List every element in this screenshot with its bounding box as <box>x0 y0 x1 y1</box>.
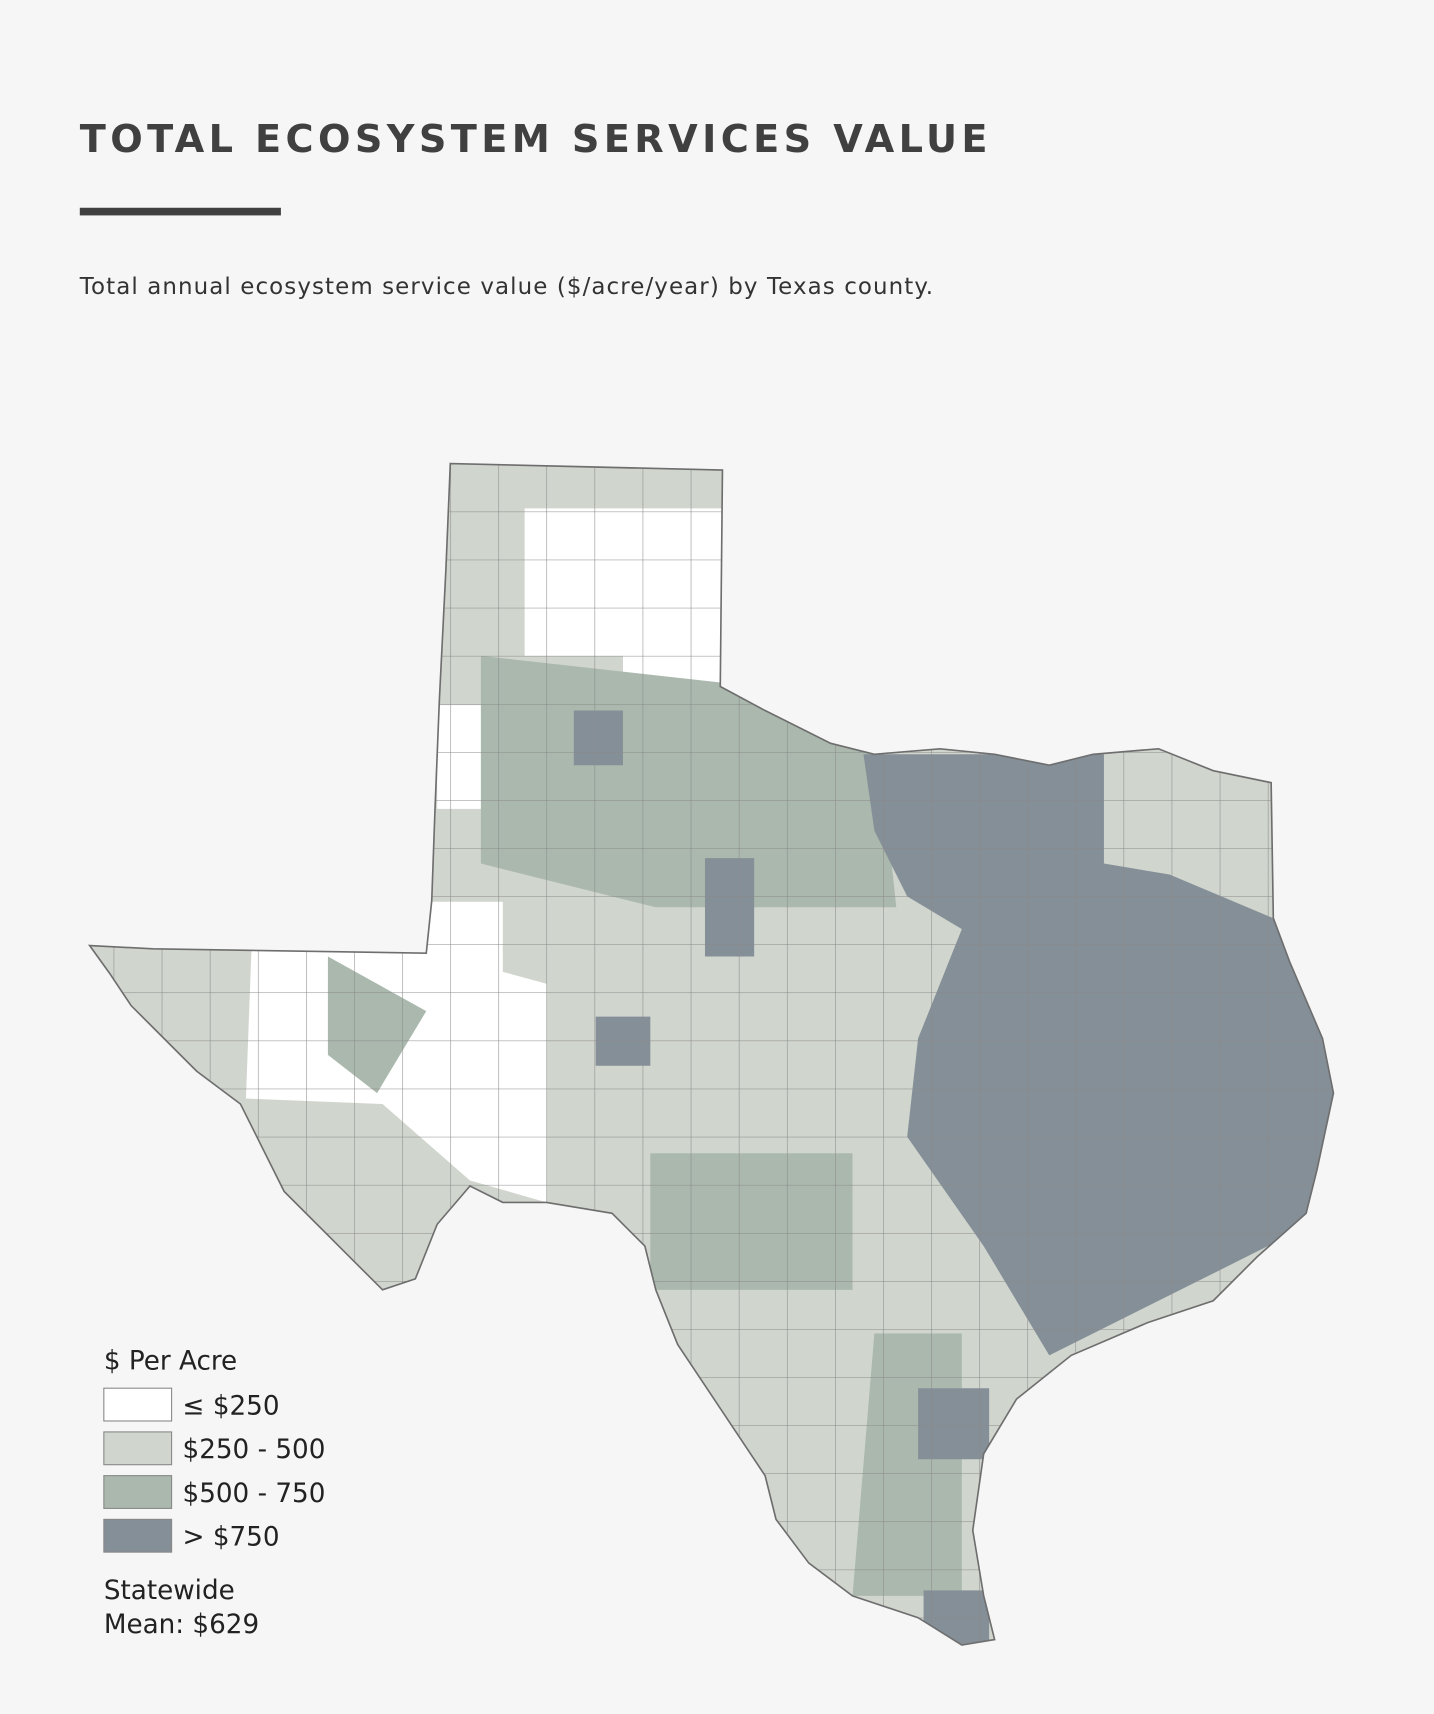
legend-label: > $750 <box>183 1523 280 1553</box>
legend-label: $250 - 500 <box>183 1435 326 1465</box>
legend-items: ≤ $250 $250 - 500 $500 - 750 > $750 <box>103 1387 326 1553</box>
legend: $ Per Acre ≤ $250 $250 - 500 $500 - 750 > $… <box>103 1347 326 1640</box>
legend-swatch <box>103 1518 173 1553</box>
legend-note: Mean: $629 <box>104 1610 259 1640</box>
legend-note: Statewide <box>104 1576 235 1606</box>
title-rule <box>79 207 281 216</box>
legend-swatch <box>103 1475 173 1509</box>
legend-label: $500 - 750 <box>183 1479 326 1509</box>
title: TOTAL ECOSYSTEM SERVICES VALUE <box>80 117 992 162</box>
legend-swatch <box>103 1431 173 1466</box>
legend-label: ≤ $250 <box>183 1391 280 1421</box>
legend-title: $ Per Acre <box>104 1347 237 1377</box>
legend-swatch <box>103 1387 173 1422</box>
subtitle: Total annual ecosystem service value ($/… <box>79 274 934 300</box>
